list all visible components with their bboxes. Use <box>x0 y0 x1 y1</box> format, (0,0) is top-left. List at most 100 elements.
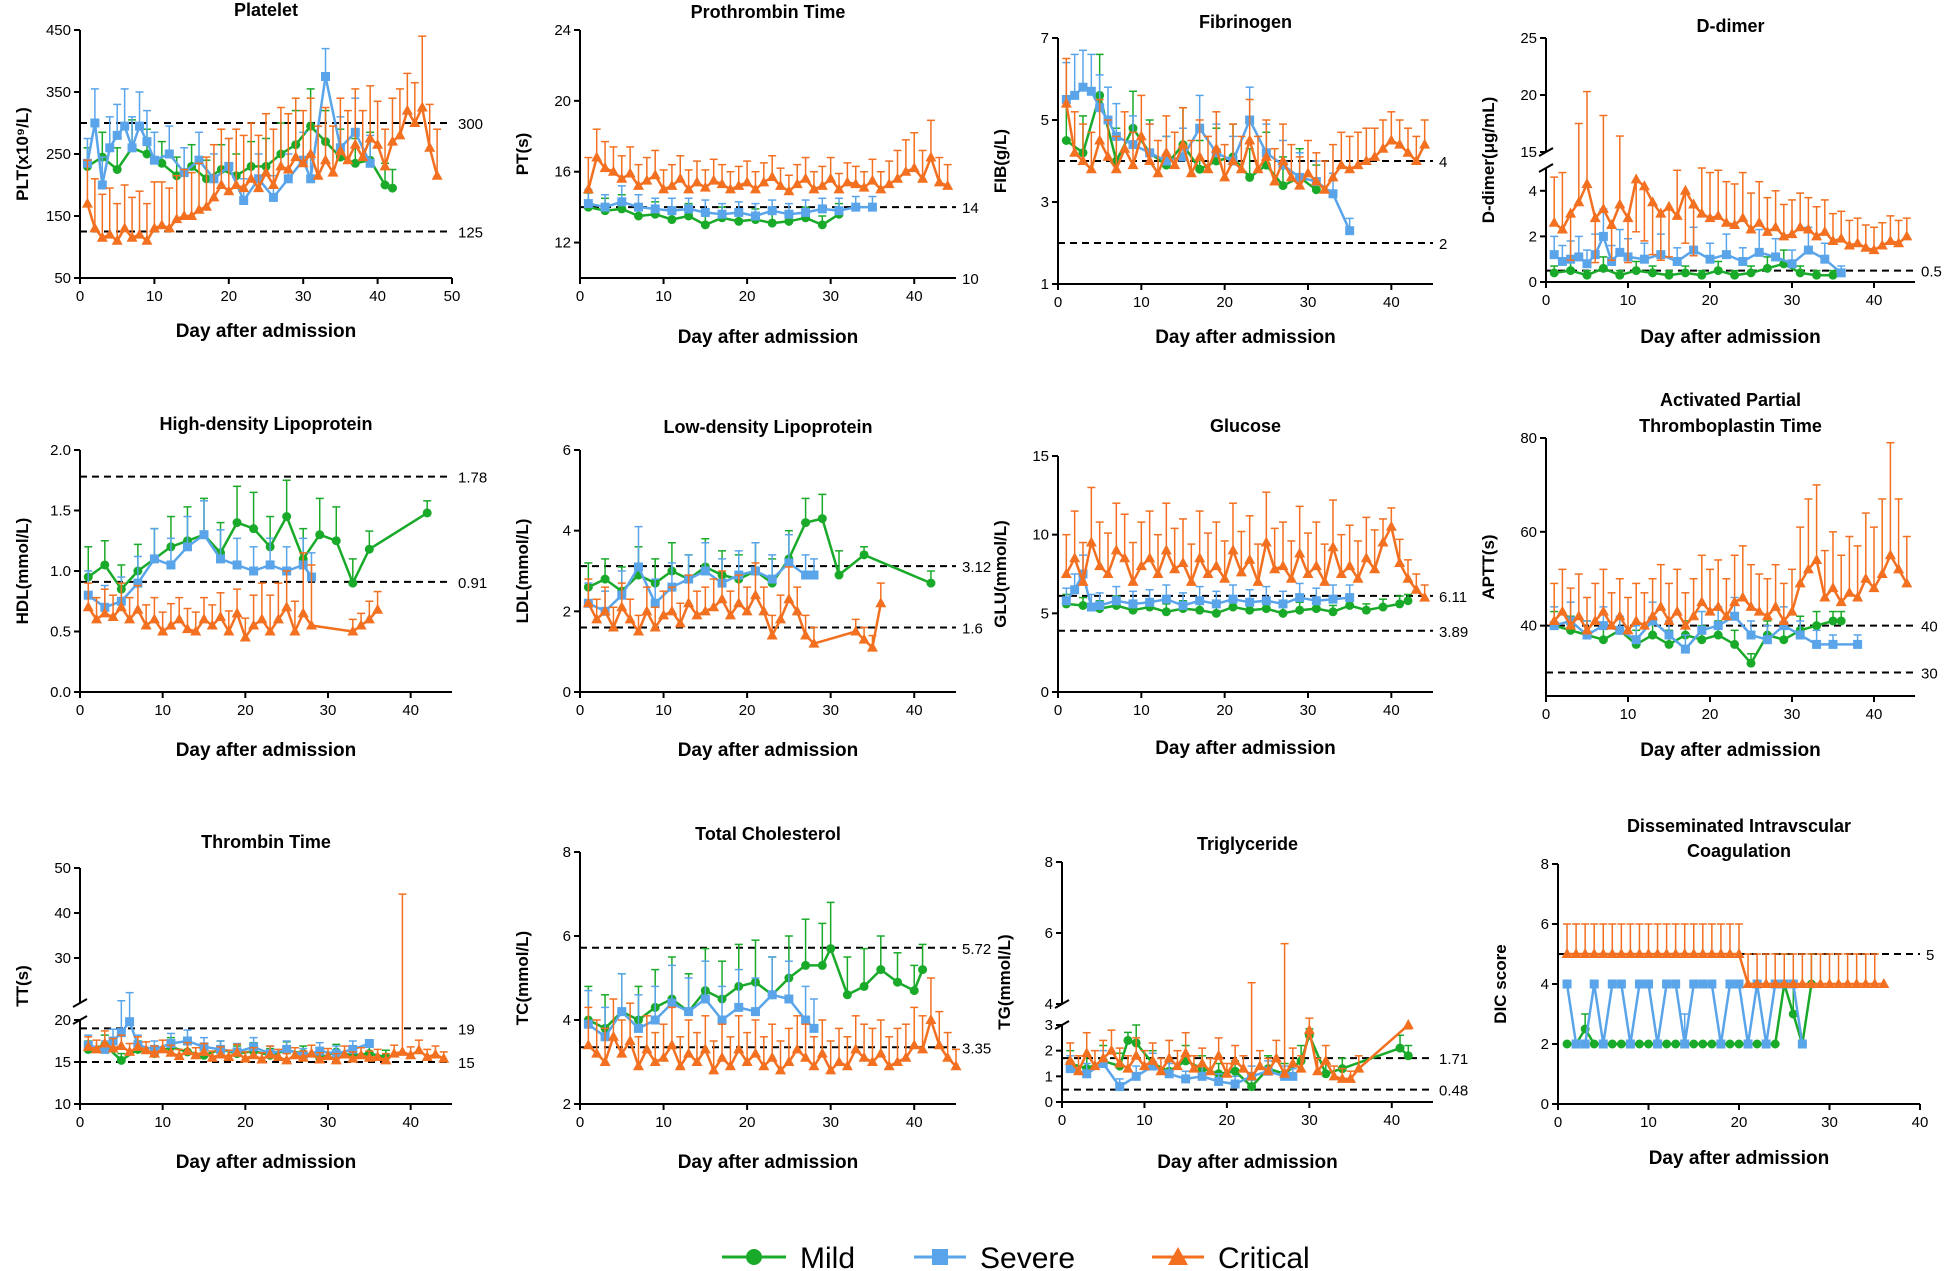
series-severe <box>583 185 877 221</box>
y-tick-label: 50 <box>54 270 71 287</box>
data-point-critical <box>1869 978 1881 988</box>
data-point-critical <box>132 603 144 614</box>
data-point-critical <box>260 166 272 177</box>
panel-title: Glucose <box>1210 416 1281 436</box>
y-tick-label: 4 <box>1541 976 1549 993</box>
data-point-critical <box>649 169 661 180</box>
y-tick-label: 10 <box>1032 527 1049 544</box>
data-point-mild <box>1788 1009 1798 1019</box>
data-point-critical <box>1227 155 1239 165</box>
data-point-critical <box>775 179 787 190</box>
x-tick-label: 30 <box>822 288 839 305</box>
data-point-critical <box>314 1053 326 1064</box>
data-point-severe <box>1070 585 1080 595</box>
data-point-critical <box>1787 978 1799 988</box>
data-point-critical <box>1303 1024 1315 1035</box>
y-tick-label: 2 <box>1045 1043 1053 1060</box>
data-point-severe <box>1195 596 1205 606</box>
data-point-critical <box>141 234 153 245</box>
data-point-severe <box>249 1042 259 1052</box>
legend-item-severe: Severe <box>914 1242 1075 1271</box>
data-point-mild <box>767 218 777 228</box>
data-point-critical <box>200 200 212 211</box>
data-point-critical <box>1360 552 1372 563</box>
data-point-critical <box>1169 563 1181 574</box>
data-point-severe <box>1664 630 1674 640</box>
data-point-severe <box>1662 979 1672 989</box>
data-point-critical <box>758 1060 770 1071</box>
data-point-critical <box>1335 159 1347 170</box>
data-point-critical <box>1138 1060 1150 1071</box>
data-point-critical <box>1344 163 1356 174</box>
series-critical <box>1548 90 1913 264</box>
data-point-critical <box>582 183 594 194</box>
data-point-critical <box>800 629 812 640</box>
data-point-severe <box>734 207 744 217</box>
data-point-severe <box>1743 1039 1753 1049</box>
data-point-critical <box>666 179 678 190</box>
data-point-critical <box>1860 978 1872 988</box>
data-point-critical <box>1410 155 1422 165</box>
y-axis-label: GLU(mmol/L) <box>991 520 1010 628</box>
data-point-severe <box>315 1046 325 1056</box>
panel-title: Thrombin Time <box>201 832 331 852</box>
data-point-critical <box>733 597 745 608</box>
x-tick-label: 10 <box>1133 294 1150 311</box>
data-point-critical <box>1160 146 1172 157</box>
data-point-critical <box>892 172 904 183</box>
data-point-critical <box>349 138 361 149</box>
data-point-critical <box>758 605 770 616</box>
reference-label: 300 <box>458 116 483 133</box>
data-point-mild <box>1230 1066 1240 1076</box>
data-point-severe <box>867 202 877 212</box>
data-point-critical <box>808 1060 820 1071</box>
data-point-mild <box>817 514 827 524</box>
data-point-critical <box>749 1047 761 1058</box>
panel-title: Thromboplastin Time <box>1639 416 1822 436</box>
data-point-severe <box>1549 621 1559 631</box>
x-tick-label: 40 <box>906 1114 923 1131</box>
data-point-critical <box>1733 948 1745 958</box>
data-point-severe <box>120 121 130 131</box>
data-point-critical <box>363 1051 375 1062</box>
data-point-critical <box>1077 155 1089 165</box>
data-point-critical <box>850 625 862 636</box>
data-point-critical <box>1852 591 1864 602</box>
data-point-critical <box>173 613 185 624</box>
x-axis-label: Day after admission <box>176 1152 357 1173</box>
data-point-mild <box>1361 605 1371 615</box>
data-point-mild <box>282 512 292 522</box>
series-critical <box>1060 486 1431 602</box>
data-point-mild <box>1795 268 1805 278</box>
data-point-severe <box>1680 1039 1690 1049</box>
series-mild <box>1562 953 1816 1049</box>
data-point-severe <box>321 72 331 81</box>
data-point-critical <box>900 1051 912 1062</box>
panel-ddimer: D-dimer 0 10 20 30 40 0 2 4 15 20 25 Day after admis… <box>1479 16 1942 348</box>
data-point-critical <box>1127 159 1139 170</box>
data-point-mild <box>100 560 110 570</box>
data-point-critical <box>1419 138 1431 149</box>
data-point-critical <box>1811 230 1823 241</box>
data-point-critical <box>833 183 845 194</box>
data-point-critical <box>1760 978 1772 988</box>
x-tick-label: 20 <box>1219 1112 1236 1129</box>
data-point-mild <box>1762 263 1772 273</box>
data-point-severe <box>1653 1039 1663 1049</box>
x-axis-label: Day after admission <box>678 1152 859 1173</box>
data-point-mild <box>1664 639 1674 649</box>
data-point-critical <box>347 625 359 636</box>
data-point-severe <box>1549 250 1559 260</box>
data-point-mild <box>817 960 827 970</box>
data-point-critical <box>942 1051 954 1062</box>
panel-platelet: Platelet 0 10 20 30 40 50 50 150 250 350 450 Day aft… <box>13 0 483 342</box>
data-point-critical <box>1196 1057 1208 1068</box>
x-tick-label: 30 <box>295 288 312 305</box>
data-point-critical <box>783 1056 795 1066</box>
data-point-critical <box>1110 163 1122 174</box>
x-tick-label: 0 <box>576 702 584 719</box>
data-point-critical <box>1868 244 1880 255</box>
data-point-mild <box>1615 270 1625 280</box>
data-point-critical <box>1630 614 1642 625</box>
reference-label: 15 <box>458 1055 475 1072</box>
